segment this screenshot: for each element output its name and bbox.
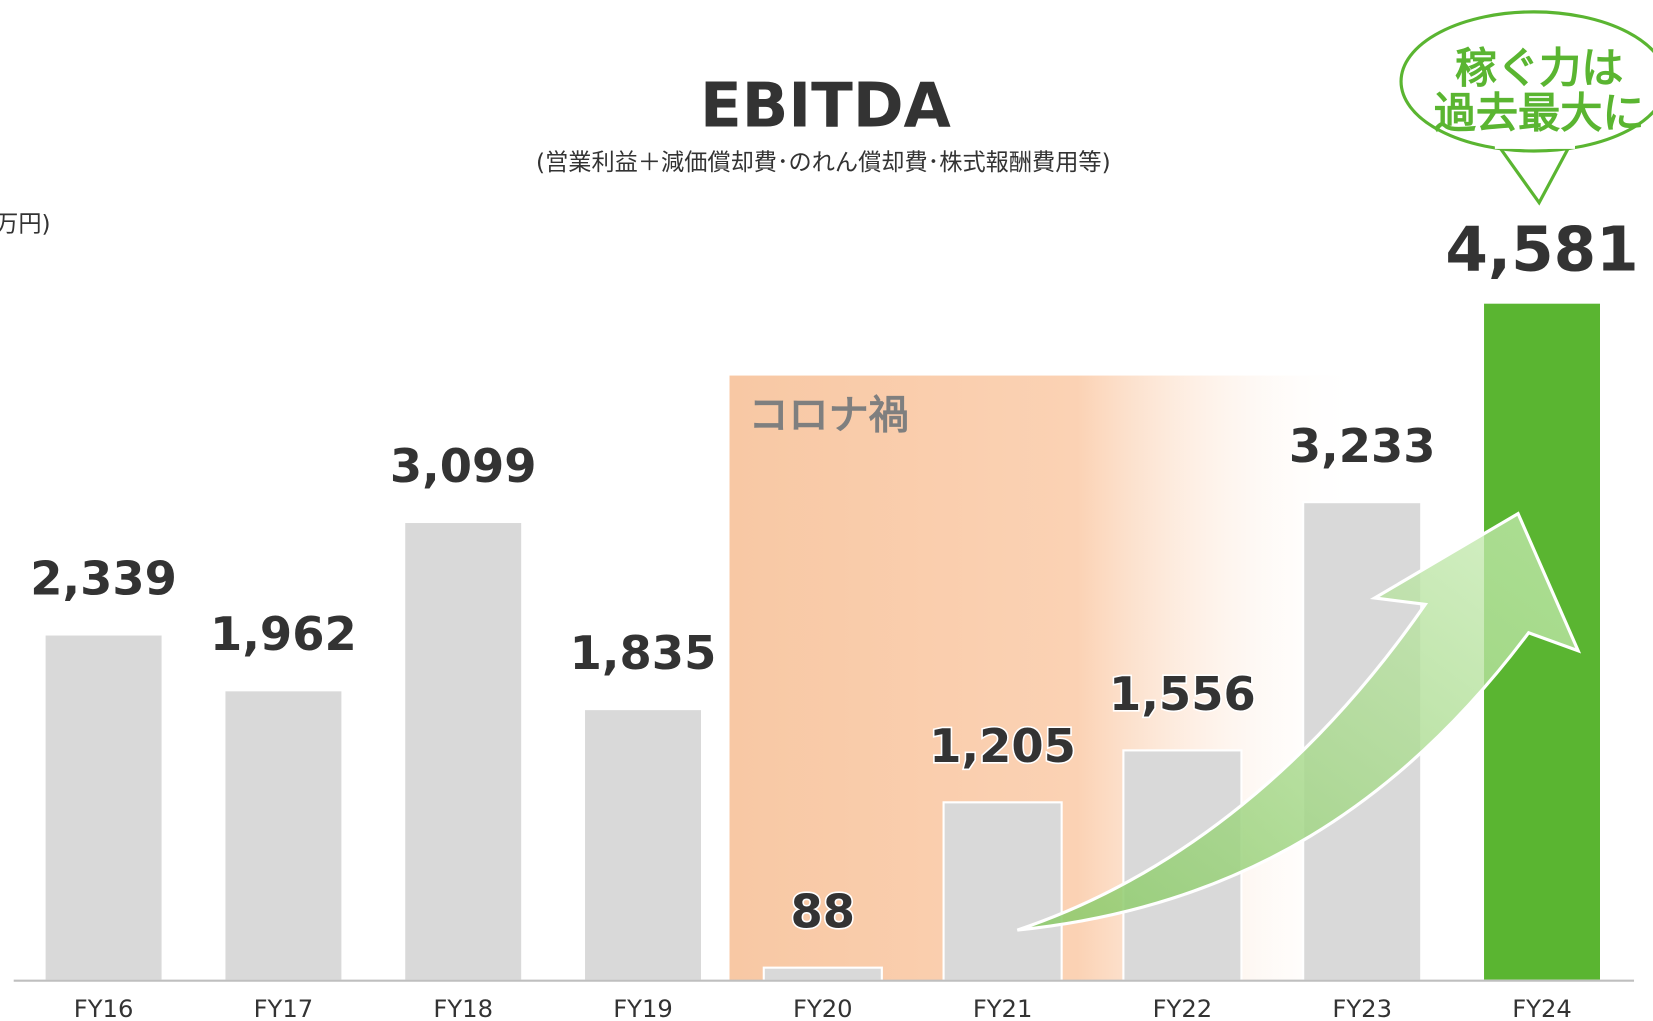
bar [582,708,704,982]
period-label: コロナ禍 [748,393,908,439]
value-label: 2,339 [30,551,177,605]
value-label: 1,556 [1109,667,1256,721]
x-tick-label: FY21 [973,994,1033,1021]
x-tick-label: FY22 [1153,994,1213,1021]
x-tick-label: FY16 [74,994,134,1021]
bar [942,801,1063,982]
bar [43,633,164,982]
bar [762,966,883,982]
x-tick-label: FY18 [433,994,493,1021]
x-tick-label: FY20 [793,994,853,1021]
callout-bubble [1399,10,1653,153]
unit-label: (百万円) [0,210,51,237]
value-label: 1,835 [570,626,717,680]
growth-arrow [1016,511,1582,932]
x-tick-label: FY24 [1512,994,1572,1021]
value-label: 3,233 [1289,419,1436,473]
x-tick-label: FY17 [254,994,314,1021]
bar [403,520,524,982]
value-label: 4,581 [1445,215,1638,286]
value-label: 88 [791,884,856,938]
callout-text: 過去最大に [1434,89,1645,138]
value-label: 3,099 [390,439,537,493]
chart-title: EBITDA [700,70,951,141]
callout-joint [1494,138,1575,149]
bar [223,689,344,982]
callout-text: 稼ぐ力は [1455,43,1624,92]
value-label: 1,205 [929,719,1076,773]
chart-subtitle: (営業利益＋減価償却費･のれん償却費･株式報酬費用等) [536,149,1111,176]
value-label: 1,962 [210,607,357,661]
x-tick-label: FY23 [1332,994,1392,1021]
x-tick-label: FY19 [613,994,673,1021]
